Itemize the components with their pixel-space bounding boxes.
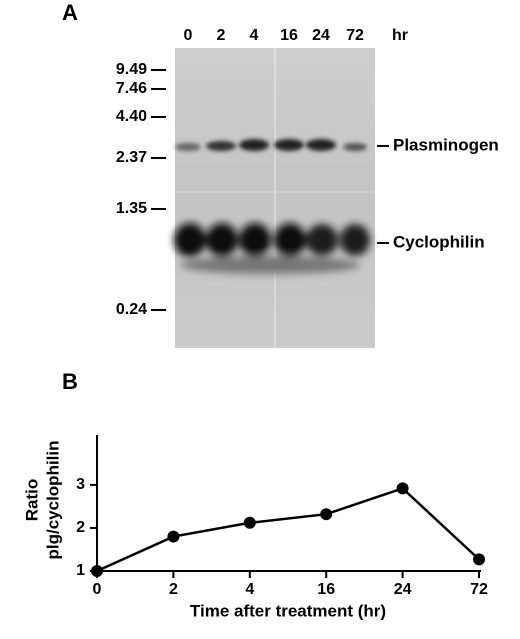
y-tick-label: 2: [76, 519, 85, 536]
panel-label: A: [62, 0, 78, 25]
size-marker: 9.49: [116, 61, 147, 78]
data-line: [96, 486, 480, 573]
data-point: [243, 516, 256, 529]
blot-panel: A 0 2 4 16 24 72 hr9.497.464.402.371.350.24Pla…: [62, 0, 499, 348]
y-tick-label: 3: [76, 476, 85, 493]
panel-label: B: [62, 369, 78, 394]
size-marker: 1.35: [116, 200, 147, 217]
y-axis-label: plg/cyclophilin: [43, 440, 62, 559]
data-point: [320, 508, 333, 521]
x-tick-label: 0: [93, 581, 102, 598]
size-marker: 4.40: [116, 108, 147, 125]
y-axis-label: Ratio: [22, 479, 41, 522]
band-label: Cyclophilin: [393, 232, 485, 251]
data-point: [91, 565, 103, 577]
chart-panel: B Time after treatment (hr) Ratio plg/cy…: [22, 369, 488, 621]
x-tick-label: 72: [470, 581, 488, 598]
size-marker: 0.24: [116, 301, 147, 318]
y-tick-label: 1: [76, 562, 85, 579]
cyclophilin-bands: [174, 223, 370, 274]
lane-label: 72: [346, 27, 364, 44]
lane-unit: hr: [392, 27, 408, 44]
x-tick-label: 24: [394, 581, 412, 598]
data-point: [473, 553, 485, 566]
x-axis-label: Time after treatment (hr): [190, 601, 386, 620]
lane-label: 24: [312, 27, 330, 44]
lane-label: 0: [184, 27, 193, 44]
size-marker: 2.37: [116, 149, 147, 166]
x-tick-label: 16: [317, 581, 335, 598]
lane-label: 2: [217, 27, 226, 44]
data-point: [396, 482, 409, 495]
band-label: Plasminogen: [393, 135, 499, 154]
x-tick-label: 4: [245, 581, 254, 598]
size-marker: 7.46: [116, 80, 147, 97]
lane-label: 16: [280, 27, 298, 44]
lane-label: 4: [250, 27, 259, 44]
x-tick-label: 2: [169, 581, 178, 598]
plasminogen-bands: [175, 139, 367, 151]
data-point: [167, 530, 180, 543]
